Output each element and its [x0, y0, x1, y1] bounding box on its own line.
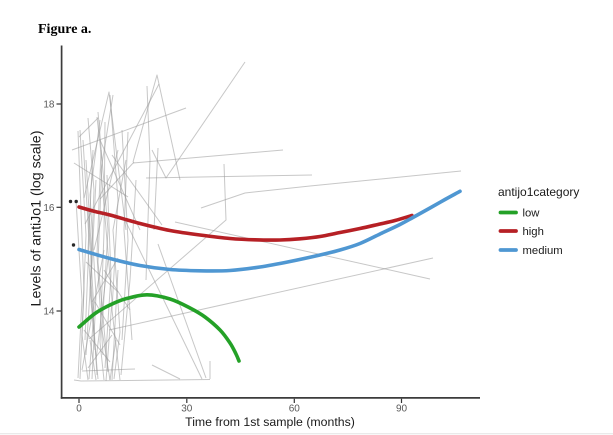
svg-text:medium: medium: [523, 245, 563, 257]
svg-text:low: low: [523, 207, 541, 219]
svg-text:Levels of antiJo1 (log scale): Levels of antiJo1 (log scale): [29, 131, 45, 307]
svg-text:60: 60: [289, 404, 301, 415]
svg-text:90: 90: [396, 404, 408, 415]
svg-text:Time from 1st sample (months): Time from 1st sample (months): [185, 415, 355, 429]
svg-text:0: 0: [76, 404, 82, 415]
svg-text:16: 16: [43, 203, 55, 214]
svg-text:18: 18: [43, 100, 55, 111]
svg-text:antijo1category: antijo1category: [498, 185, 579, 199]
svg-text:14: 14: [43, 307, 55, 318]
svg-text:high: high: [523, 226, 544, 238]
svg-text:30: 30: [181, 404, 193, 415]
